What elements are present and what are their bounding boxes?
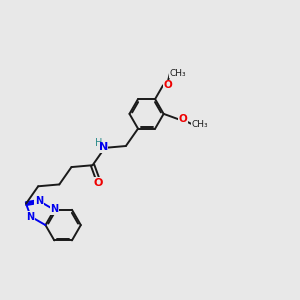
Text: O: O — [164, 80, 172, 90]
Text: CH₃: CH₃ — [191, 119, 208, 128]
Text: O: O — [179, 114, 188, 124]
Text: CH₃: CH₃ — [169, 69, 186, 78]
Text: N: N — [99, 142, 108, 152]
Text: O: O — [94, 178, 103, 188]
Text: N: N — [35, 196, 43, 206]
Text: N: N — [50, 205, 59, 214]
Text: H: H — [94, 138, 102, 148]
Text: N: N — [26, 212, 34, 222]
